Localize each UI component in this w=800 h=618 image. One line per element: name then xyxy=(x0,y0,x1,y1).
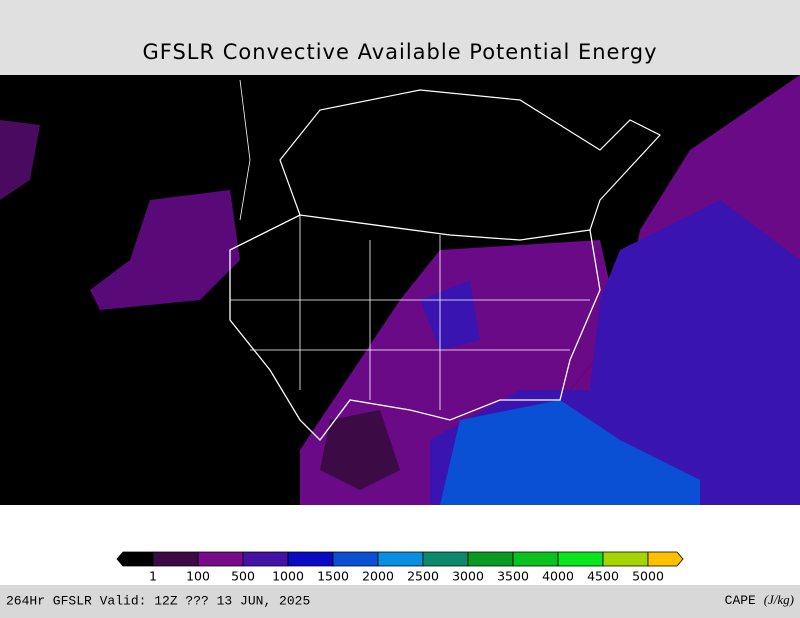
color-swatch xyxy=(602,551,649,567)
colorbar-label: 1 xyxy=(149,569,157,584)
colorbar-label: 1000 xyxy=(272,569,304,584)
cape-area xyxy=(0,120,40,200)
color-swatch xyxy=(116,551,154,567)
map xyxy=(0,75,800,505)
cape-area xyxy=(90,190,240,310)
colorbar-label: 2000 xyxy=(362,569,394,584)
unit-name: CAPE xyxy=(725,593,756,608)
title: GFSLR Convective Available Potential Ene… xyxy=(142,40,657,64)
coastline xyxy=(279,89,661,231)
coastline xyxy=(229,214,601,441)
colorbar-label: 4000 xyxy=(542,569,574,584)
colorbar: 1 100 500 1000 1500 2000 2500 3000 3500 4000 4500 5… xyxy=(116,551,684,584)
colorbar-label: 100 xyxy=(186,569,210,584)
state-border xyxy=(230,79,590,410)
colorbar-label: 1500 xyxy=(317,569,349,584)
colorbar-label: 2500 xyxy=(407,569,439,584)
colorbar-label: 5000 xyxy=(632,569,664,584)
footer-band xyxy=(0,585,800,618)
colorbar-label: 3000 xyxy=(452,569,484,584)
colorbar-label: 4500 xyxy=(587,569,619,584)
colorbar-label: 500 xyxy=(231,569,255,584)
color-swatch xyxy=(197,551,244,567)
color-swatch xyxy=(287,551,334,567)
colorbar-label: 3500 xyxy=(497,569,529,584)
color-swatch xyxy=(557,551,604,567)
color-swatch xyxy=(332,551,379,567)
footer-left: 264Hr GFSLR Valid: 12Z ??? 13 JUN, 2025 xyxy=(6,593,310,608)
color-swatch xyxy=(152,551,199,567)
header-band xyxy=(0,0,800,75)
cape-area xyxy=(320,410,400,490)
color-swatch xyxy=(647,551,684,567)
color-swatch xyxy=(512,551,559,567)
color-swatch xyxy=(242,551,289,567)
cape-area xyxy=(440,400,700,505)
footer-right: CAPE (J/kg) xyxy=(725,592,794,608)
cape-area xyxy=(420,280,480,350)
color-swatch xyxy=(377,551,424,567)
unit: (J/kg) xyxy=(764,592,794,607)
color-swatch xyxy=(422,551,469,567)
color-swatch xyxy=(467,551,514,567)
